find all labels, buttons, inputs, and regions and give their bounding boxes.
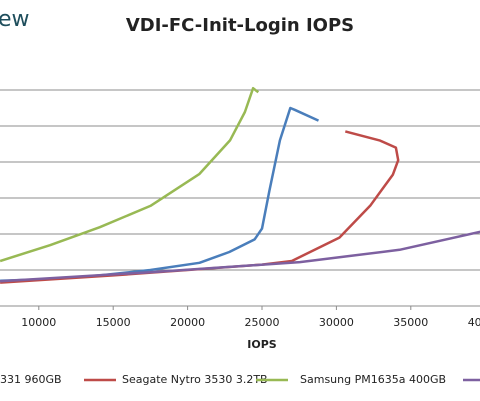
x-tick-label: 30000 <box>319 316 354 329</box>
x-axis-title: IOPS <box>247 338 277 351</box>
x-tick-label: 20000 <box>170 316 205 329</box>
chart-title: VDI-FC-Init-Login IOPS <box>126 15 354 36</box>
legend-label: 331 960GB <box>0 373 62 386</box>
legend-label: Seagate Nytro 3530 3.2TB <box>122 373 268 386</box>
series-line <box>0 106 320 283</box>
x-tick-label: 15000 <box>96 316 131 329</box>
legend-label: Samsung PM1635a 400GB <box>300 373 446 386</box>
series-line <box>0 86 260 263</box>
series-line <box>0 130 400 284</box>
series-line <box>0 230 480 283</box>
x-tick-label: 10000 <box>21 316 56 329</box>
x-tick-label: 25000 <box>245 316 280 329</box>
x-tick-label: 35000 <box>393 316 428 329</box>
x-tick-label: 40000 <box>468 316 480 329</box>
logo: ew <box>0 7 30 32</box>
